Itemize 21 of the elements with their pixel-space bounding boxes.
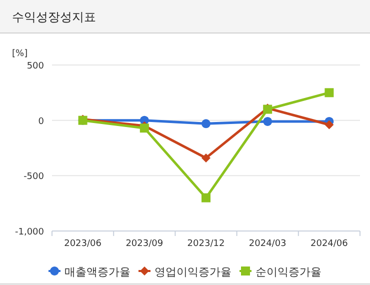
legend-label: 영업이익증가율 [154,266,232,278]
x-tick-label: 2023/06 [64,239,102,249]
x-tick-label: 2024/03 [248,239,286,249]
x-tick-label: 2024/06 [310,239,348,249]
point [324,120,334,130]
y-axis-title: [%] [12,49,28,59]
x-tick-label: 2023/09 [126,239,164,249]
point [202,193,210,202]
legend-label: 매출액증가율 [64,266,130,278]
point [140,124,149,133]
point [324,88,334,98]
y-tick-label: -500 [24,172,44,182]
y-tick-label: 0 [38,116,44,127]
y-tick-label: 500 [26,62,44,72]
point [202,119,210,128]
chart-title: 수익성장성지표 [12,10,96,24]
point [202,153,210,162]
x-tick-label: 2023/12 [187,239,225,249]
y-tick-label: -1,000 [14,228,44,238]
point [263,116,272,126]
legend-label: 순이익증가율 [256,266,322,278]
